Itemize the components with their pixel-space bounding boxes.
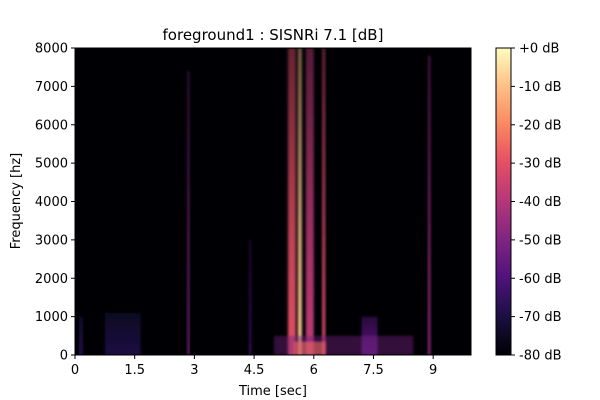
x-axis-label: Time [sec] bbox=[238, 384, 307, 399]
spectral-event-4 bbox=[287, 48, 296, 355]
y-tick-label-1: 1000 bbox=[35, 310, 68, 325]
spectral-event-2 bbox=[187, 71, 190, 355]
x-tick-label-1: 1.5 bbox=[124, 363, 145, 378]
spectral-event-0 bbox=[78, 316, 83, 355]
y-axis-label: Frequency [hz] bbox=[9, 153, 24, 250]
y-tick-label-7: 7000 bbox=[35, 80, 68, 95]
y-tick-label-0: 0 bbox=[60, 349, 68, 364]
colorbar-tick-label-0: +0 dB bbox=[519, 42, 559, 57]
colorbar-tick-label-6: -60 dB bbox=[519, 272, 562, 287]
colorbar-tick-label-2: -20 dB bbox=[519, 118, 562, 133]
colorbar-tick-label-4: -40 dB bbox=[519, 195, 562, 210]
colorbar-tick-label-1: -10 dB bbox=[519, 80, 562, 95]
spectral-event-1 bbox=[104, 312, 141, 355]
y-axis-ticks: 0 1000 2000 3000 4000 5000 6000 7000 8000 bbox=[35, 42, 75, 364]
colorbar-tick-label-8: -80 dB bbox=[519, 349, 562, 364]
spectral-event-3 bbox=[249, 239, 252, 355]
spectral-event-6 bbox=[305, 48, 314, 355]
spectral-event-9 bbox=[428, 55, 431, 355]
colorbar-ticks: +0 dB -10 dB -20 dB -30 dB -40 dB -50 dB -60 d… bbox=[511, 42, 562, 364]
x-tick-label-4: 6 bbox=[310, 363, 318, 378]
spectral-events bbox=[78, 48, 431, 355]
x-tick-label-0: 0 bbox=[71, 363, 79, 378]
colorbar-tick-label-5: -50 dB bbox=[519, 233, 562, 248]
x-tick-label-5: 7.5 bbox=[363, 363, 384, 378]
colorbar-tick-label-7: -70 dB bbox=[519, 310, 562, 325]
y-tick-label-6: 6000 bbox=[35, 118, 68, 133]
y-tick-label-8: 8000 bbox=[35, 42, 68, 57]
plot-background bbox=[75, 48, 471, 355]
y-tick-label-2: 2000 bbox=[35, 272, 68, 287]
y-tick-label-5: 5000 bbox=[35, 157, 68, 172]
x-tick-label-2: 3 bbox=[190, 363, 198, 378]
x-axis-ticks: 0 1.5 3 4.5 6 7.5 9 bbox=[71, 355, 437, 378]
spectral-event-7 bbox=[322, 48, 326, 355]
colorbar bbox=[495, 47, 512, 356]
x-tick-label-3: 4.5 bbox=[244, 363, 265, 378]
y-tick-label-4: 4000 bbox=[35, 195, 68, 210]
x-tick-label-6: 9 bbox=[429, 363, 437, 378]
spectral-event-5 bbox=[297, 48, 302, 355]
low-frequency-core bbox=[293, 341, 326, 355]
chart-title: foreground1 : SISNRi 7.1 [dB] bbox=[163, 26, 384, 44]
colorbar-tick-label-3: -30 dB bbox=[519, 157, 562, 172]
y-tick-label-3: 3000 bbox=[35, 233, 68, 248]
